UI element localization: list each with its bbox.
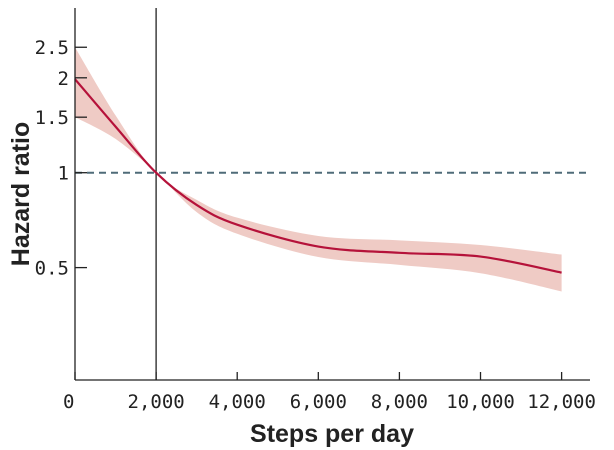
x-axis-label: Steps per day bbox=[250, 420, 414, 448]
x-tick-label: 10,000 bbox=[446, 391, 515, 413]
y-tick-label: 0.5 bbox=[35, 258, 69, 280]
x-tick-label: 0 bbox=[63, 391, 74, 413]
x-tick-label: 8,000 bbox=[371, 391, 428, 413]
confidence-band bbox=[75, 47, 562, 292]
y-axis-label: Hazard ratio bbox=[7, 122, 35, 266]
x-tick-label: 12,000 bbox=[527, 391, 596, 413]
x-tick-label: 4,000 bbox=[209, 391, 266, 413]
y-tick-label: 1.5 bbox=[35, 107, 69, 129]
hazard-ratio-line bbox=[74, 78, 562, 274]
y-tick-label: 2 bbox=[58, 68, 69, 90]
x-tick-label: 2,000 bbox=[128, 391, 185, 413]
x-tick-label: 6,000 bbox=[290, 391, 347, 413]
y-tick-label: 2.5 bbox=[35, 37, 69, 59]
y-tick-label: 1 bbox=[58, 163, 69, 185]
